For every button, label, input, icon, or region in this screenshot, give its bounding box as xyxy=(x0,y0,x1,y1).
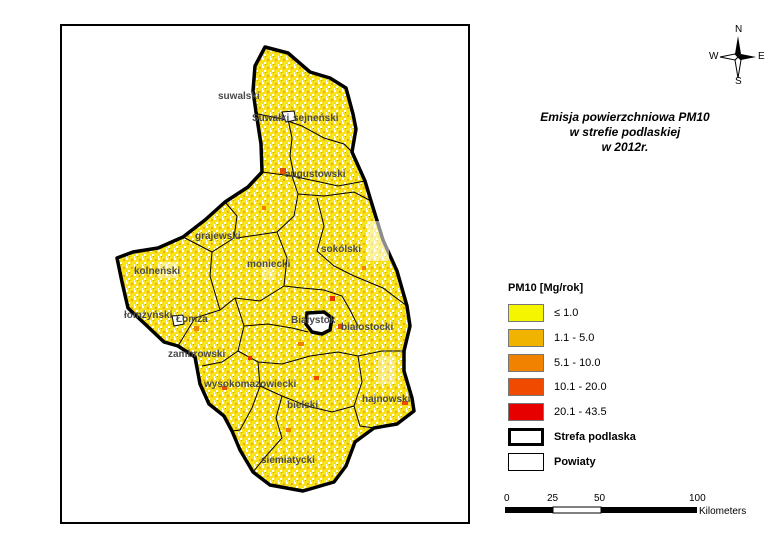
legend-swatch xyxy=(508,329,544,347)
legend-item: 5.1 - 10.0 xyxy=(508,354,728,374)
legend-item-zone: Strefa podlaska xyxy=(508,428,728,448)
region-label-hajnowski: hajnowski xyxy=(362,394,411,405)
region-label-zambrowski: zambrowski xyxy=(168,349,226,360)
emission-hotspots xyxy=(194,168,408,432)
scale-tick-0: 0 xyxy=(504,493,510,504)
legend-label: 20.1 - 43.5 xyxy=(554,406,607,418)
legend-label: ≤ 1.0 xyxy=(554,307,579,319)
legend-title: PM10 [Mg/rok] xyxy=(508,282,584,294)
scale-bar xyxy=(505,506,697,514)
region-label-sokolski: sokólski xyxy=(321,244,362,255)
compass-w: W xyxy=(709,51,719,62)
region-label-bialystok: Białystok xyxy=(291,315,336,326)
legend-label: 10.1 - 20.0 xyxy=(554,381,607,393)
region-label-bielski: bielski xyxy=(287,400,319,411)
legend-swatch xyxy=(508,354,544,372)
legend-label: 1.1 - 5.0 xyxy=(554,332,595,344)
compass-s: S xyxy=(735,76,742,87)
scale-tick-25: 25 xyxy=(547,493,559,504)
legend-label: 5.1 - 10.0 xyxy=(554,357,601,369)
legend-label-districts: Powiaty xyxy=(554,456,596,468)
region-label-moniecki: moniecki xyxy=(247,259,291,270)
region-label-grajewski: grajewski xyxy=(195,231,241,242)
compass-rose-icon xyxy=(719,36,756,79)
region-label-bialostocki: białostocki xyxy=(341,322,394,333)
title-line-3: w 2012r. xyxy=(601,140,649,154)
legend-label-zone: Strefa podlaska xyxy=(554,431,636,443)
legend-swatch xyxy=(508,304,544,322)
region-label-siemiatycki: siemiatycki xyxy=(261,455,315,466)
compass-n: N xyxy=(735,24,743,35)
scale-unit: Kilometers xyxy=(699,506,747,517)
region-label-wysokomazowiecki: wysokomazowiecki xyxy=(204,379,297,390)
lomza-city xyxy=(171,314,185,327)
north-arrow: N S W E xyxy=(708,24,768,88)
region-label-suwalki: Suwałki xyxy=(252,113,290,124)
legend-item: 1.1 - 5.0 xyxy=(508,329,728,349)
map-title: Emisja powierzchniowa PM10 w strefie pod… xyxy=(500,110,750,155)
suwalki-city xyxy=(281,110,297,123)
region-label-augustowski: augustowski xyxy=(285,169,346,180)
region-label-suwalski: suwalski xyxy=(218,91,260,102)
legend-item: 20.1 - 43.5 xyxy=(508,403,728,423)
map-frame: suwalski Suwałki sejneński augustowski g… xyxy=(60,24,470,524)
bialystok-city xyxy=(304,310,334,336)
zone-map xyxy=(115,45,416,493)
compass-e: E xyxy=(758,51,765,62)
legend-swatch xyxy=(508,403,544,421)
legend-item-districts: Powiaty xyxy=(508,453,728,473)
legend-swatch xyxy=(508,378,544,396)
legend-swatch-districts xyxy=(508,453,544,471)
scale-tick-100: 100 xyxy=(689,493,706,504)
region-label-sejnenski: sejneński xyxy=(293,113,339,124)
region-label-lomza: Łomża xyxy=(176,314,208,325)
zone-outline xyxy=(115,45,416,493)
region-label-lomzynski: łomżyński xyxy=(124,310,173,321)
legend-item: 10.1 - 20.0 xyxy=(508,378,728,398)
legend-swatch-zone xyxy=(508,428,544,446)
scale-tick-50: 50 xyxy=(594,493,606,504)
title-line-1: Emisja powierzchniowa PM10 xyxy=(540,110,710,124)
white-gaps xyxy=(158,221,396,384)
district-borders xyxy=(177,113,408,473)
legend-item: ≤ 1.0 xyxy=(508,304,728,324)
title-line-2: w strefie podlaskiej xyxy=(569,125,681,139)
region-label-kolnenski: kolneński xyxy=(134,266,181,277)
